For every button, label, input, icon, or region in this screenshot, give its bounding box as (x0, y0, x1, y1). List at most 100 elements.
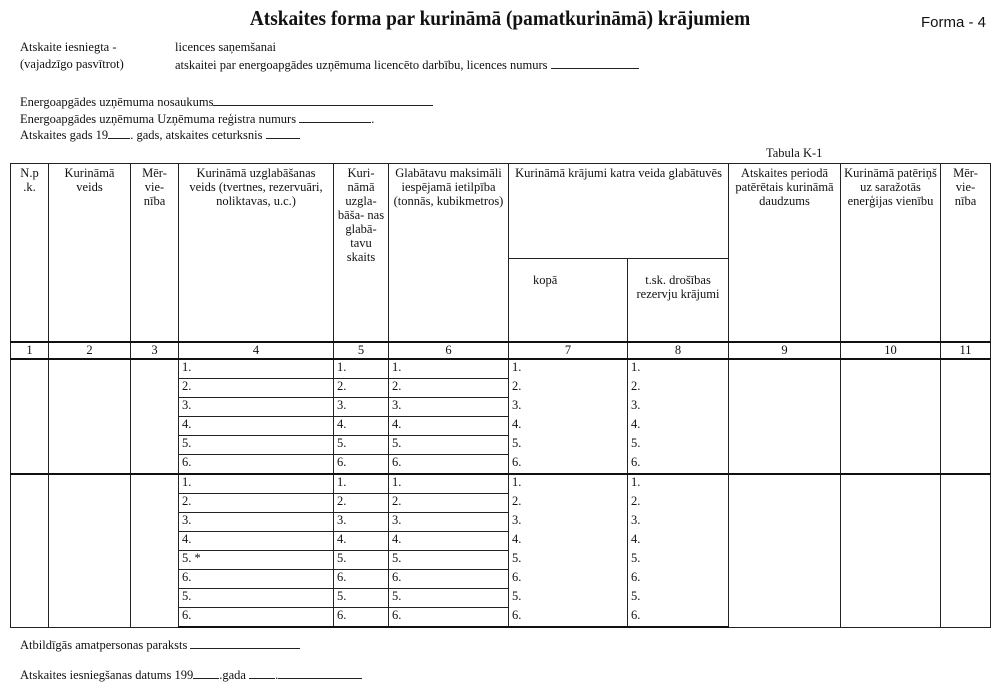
cell-safety-reserve[interactable]: 5. (627, 588, 729, 608)
year-field[interactable] (108, 127, 131, 139)
cell-storage-count[interactable]: 6. (333, 454, 389, 475)
cell-safety-reserve[interactable]: 4. (627, 531, 729, 551)
header-total: kopā (508, 258, 628, 343)
column-number: 7 (508, 341, 628, 360)
cell-storage-type[interactable]: 1. (178, 473, 334, 494)
cell-unit[interactable] (130, 473, 179, 628)
cell-storage-type[interactable]: 5. * (178, 550, 334, 570)
page-title: Atskaites forma par kurināmā (pamatkurin… (249, 6, 751, 30)
cell-max-capacity[interactable]: 4. (388, 416, 509, 436)
cell-total[interactable]: 2. (508, 378, 628, 398)
cell-storage-count[interactable]: 4. (333, 531, 389, 551)
cell-total[interactable]: 6. (508, 454, 628, 474)
cell-safety-reserve[interactable]: 3. (627, 512, 729, 532)
cell-storage-type[interactable]: 1. (178, 358, 334, 379)
cell-safety-reserve[interactable]: 2. (627, 493, 729, 513)
header-unit: Mēr- vie- nība (130, 163, 179, 343)
cell-safety-reserve[interactable]: 3. (627, 397, 729, 417)
cell-storage-type[interactable]: 5. (178, 435, 334, 455)
cell-storage-count[interactable]: 1. (333, 473, 389, 494)
cell-storage-count[interactable]: 2. (333, 493, 389, 513)
cell-total[interactable]: 3. (508, 397, 628, 417)
column-number: 11 (940, 341, 991, 360)
company-name-field[interactable] (213, 94, 434, 106)
cell-max-capacity[interactable]: 1. (388, 473, 509, 494)
cell-consumption-per-unit[interactable] (840, 473, 941, 628)
cell-max-capacity[interactable]: 3. (388, 512, 509, 532)
quarter-label: . gads, atskaites ceturksnis (130, 128, 263, 142)
signature-field[interactable] (190, 637, 301, 649)
license-number-field[interactable] (550, 57, 639, 69)
cell-storage-count[interactable]: 2. (333, 378, 389, 398)
cell-max-capacity[interactable]: 5. (388, 550, 509, 570)
cell-max-capacity[interactable]: 3. (388, 397, 509, 417)
cell-storage-type[interactable]: 4. (178, 531, 334, 551)
cell-safety-reserve[interactable]: 5. (627, 435, 729, 455)
date-day-field[interactable] (249, 667, 276, 679)
cell-storage-count[interactable]: 1. (333, 358, 389, 379)
date-month-field[interactable] (278, 667, 363, 679)
cell-total[interactable]: 3. (508, 512, 628, 532)
cell-max-capacity[interactable]: 6. (388, 454, 509, 475)
cell-max-capacity[interactable]: 1. (388, 358, 509, 379)
cell-total[interactable]: 5. (508, 435, 628, 455)
cell-max-capacity[interactable]: 6. (388, 607, 509, 628)
cell-storage-type[interactable]: 5. (178, 588, 334, 608)
cell-fuel-type[interactable] (48, 358, 131, 475)
cell-storage-count[interactable]: 5. (333, 588, 389, 608)
cell-max-capacity[interactable]: 5. (388, 588, 509, 608)
column-number: 8 (627, 341, 729, 360)
cell-total[interactable]: 4. (508, 416, 628, 436)
cell-storage-type[interactable]: 4. (178, 416, 334, 436)
cell-consumption-per-unit[interactable] (840, 358, 941, 475)
cell-total[interactable]: 2. (508, 493, 628, 513)
cell-storage-type[interactable]: 2. (178, 493, 334, 513)
cell-max-capacity[interactable]: 2. (388, 493, 509, 513)
cell-total[interactable]: 5. (508, 550, 628, 570)
cell-safety-reserve[interactable]: 6. (627, 454, 729, 474)
cell-storage-type[interactable]: 2. (178, 378, 334, 398)
cell-storage-count[interactable]: 4. (333, 416, 389, 436)
cell-storage-type[interactable]: 6. (178, 607, 334, 628)
cell-max-capacity[interactable]: 6. (388, 569, 509, 589)
date-year-field[interactable] (193, 667, 220, 679)
cell-safety-reserve[interactable]: 2. (627, 378, 729, 398)
cell-safety-reserve[interactable]: 4. (627, 416, 729, 436)
cell-total[interactable]: 1. (508, 473, 628, 494)
cell-np[interactable] (10, 358, 49, 475)
quarter-field[interactable] (265, 127, 300, 139)
cell-storage-type[interactable]: 6. (178, 454, 334, 475)
cell-storage-count[interactable]: 6. (333, 607, 389, 628)
cell-unit-2[interactable] (940, 358, 991, 475)
register-number-field[interactable] (299, 111, 372, 123)
cell-storage-count[interactable]: 3. (333, 397, 389, 417)
cell-storage-count[interactable]: 5. (333, 435, 389, 455)
cell-storage-type[interactable]: 6. (178, 569, 334, 589)
cell-np[interactable] (10, 473, 49, 628)
cell-max-capacity[interactable]: 4. (388, 531, 509, 551)
cell-storage-count[interactable]: 3. (333, 512, 389, 532)
cell-max-capacity[interactable]: 2. (388, 378, 509, 398)
cell-safety-reserve[interactable]: 5. (627, 550, 729, 570)
cell-unit-2[interactable] (940, 473, 991, 628)
cell-consumed[interactable] (728, 473, 841, 628)
option-license-application[interactable]: licences saņemšanai (175, 40, 276, 54)
cell-storage-count[interactable]: 6. (333, 569, 389, 589)
cell-safety-reserve[interactable]: 1. (627, 359, 729, 379)
cell-total[interactable]: 1. (508, 359, 628, 379)
cell-safety-reserve[interactable]: 1. (627, 473, 729, 494)
cell-max-capacity[interactable]: 5. (388, 435, 509, 455)
cell-total[interactable]: 4. (508, 531, 628, 551)
option-license-report[interactable]: atskaitei par energoapgādes uzņēmuma lic… (175, 57, 639, 73)
cell-storage-count[interactable]: 5. (333, 550, 389, 570)
cell-safety-reserve[interactable]: 6. (627, 607, 729, 628)
cell-unit[interactable] (130, 358, 179, 475)
cell-storage-type[interactable]: 3. (178, 512, 334, 532)
cell-total[interactable]: 5. (508, 588, 628, 608)
cell-consumed[interactable] (728, 358, 841, 475)
cell-total[interactable]: 6. (508, 569, 628, 589)
cell-safety-reserve[interactable]: 6. (627, 569, 729, 589)
cell-storage-type[interactable]: 3. (178, 397, 334, 417)
cell-fuel-type[interactable] (48, 473, 131, 628)
cell-total[interactable]: 6. (508, 607, 628, 628)
